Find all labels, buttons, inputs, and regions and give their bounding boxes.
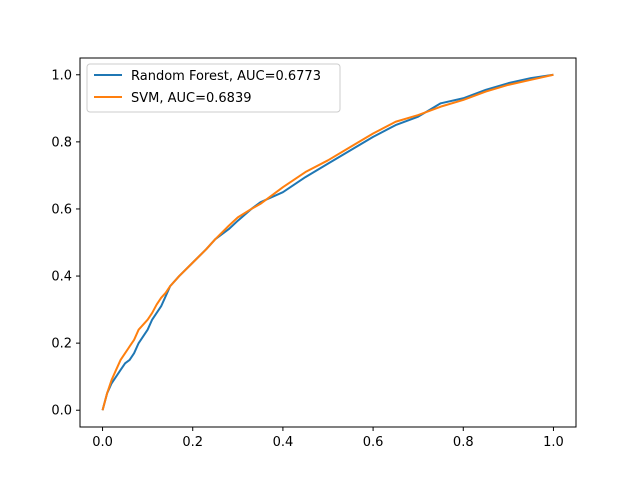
y-tick-label: 0.2 <box>51 337 72 352</box>
x-tick-label: 0.2 <box>182 435 203 450</box>
plot-area <box>80 58 576 427</box>
x-tick-label: 1.0 <box>543 435 564 450</box>
legend-label-random-forest: Random Forest, AUC=0.6773 <box>131 69 321 84</box>
y-tick-label: 0.4 <box>51 270 72 285</box>
legend-frame <box>86 63 341 113</box>
axes-spines <box>79 57 577 428</box>
x-tick-label: 0.4 <box>273 435 294 450</box>
series-line-svm <box>101 73 554 411</box>
legend: Random Forest, AUC=0.6773 SVM, AUC=0.683… <box>86 63 341 113</box>
x-tick-label: 0.8 <box>453 435 474 450</box>
x-tick-label: 0.6 <box>363 435 384 450</box>
y-tick-label: 0.6 <box>51 202 72 217</box>
x-axis: 0.0 0.2 0.4 0.6 0.8 1.0 <box>92 427 564 450</box>
legend-label-svm: SVM, AUC=0.6839 <box>131 91 252 106</box>
axes-background <box>80 58 576 427</box>
x-tick-label: 0.0 <box>92 435 113 450</box>
series-layer <box>101 73 554 411</box>
y-axis: 0.0 0.2 0.4 0.6 0.8 1.0 <box>51 68 80 419</box>
axes-frame <box>79 57 577 428</box>
y-tick-label: 0.0 <box>51 404 72 419</box>
y-tick-label: 0.8 <box>51 135 72 150</box>
y-tick-label: 1.0 <box>51 68 72 83</box>
